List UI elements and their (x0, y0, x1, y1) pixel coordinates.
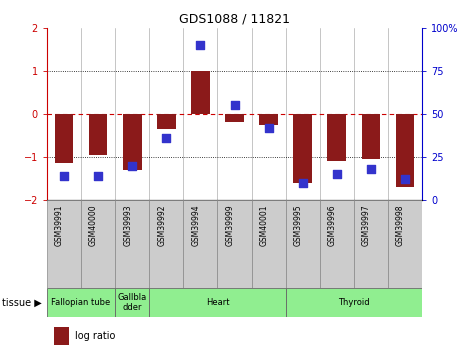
Bar (157, 114, 176, 129)
Title: GDS1088 / 11821: GDS1088 / 11821 (179, 12, 290, 25)
Bar (396, 114, 415, 187)
Bar (293, 114, 312, 183)
Bar (327, 114, 346, 161)
Text: Thyroid: Thyroid (338, 298, 370, 307)
FancyBboxPatch shape (47, 288, 115, 317)
Text: GSM39999: GSM39999 (226, 205, 234, 246)
FancyBboxPatch shape (354, 200, 388, 288)
Point (333, 171, 340, 177)
Text: log ratio: log ratio (75, 331, 115, 341)
FancyBboxPatch shape (286, 288, 422, 317)
Point (367, 166, 375, 172)
Point (94, 173, 102, 179)
Text: tissue ▶: tissue ▶ (2, 298, 42, 308)
Text: GSM39993: GSM39993 (123, 205, 132, 246)
FancyBboxPatch shape (286, 200, 320, 288)
Text: GSM39996: GSM39996 (328, 205, 337, 246)
FancyBboxPatch shape (81, 200, 115, 288)
Point (60, 173, 68, 179)
Bar (191, 71, 210, 114)
FancyBboxPatch shape (115, 200, 149, 288)
Bar (225, 114, 244, 122)
FancyBboxPatch shape (320, 200, 354, 288)
Point (163, 135, 170, 141)
Text: Fallopian tube: Fallopian tube (52, 298, 111, 307)
Text: GSM39998: GSM39998 (396, 205, 405, 246)
FancyBboxPatch shape (218, 200, 251, 288)
Bar (54, 327, 69, 345)
Point (231, 102, 238, 108)
Point (401, 177, 409, 182)
Text: GSM39992: GSM39992 (157, 205, 166, 246)
Text: GSM39997: GSM39997 (362, 205, 371, 246)
Point (265, 125, 272, 130)
Bar (362, 114, 380, 159)
Bar (123, 114, 142, 170)
Point (129, 163, 136, 168)
Bar (259, 114, 278, 125)
FancyBboxPatch shape (115, 288, 149, 317)
Text: GSM40001: GSM40001 (260, 205, 269, 246)
Point (197, 42, 204, 48)
Point (299, 180, 306, 186)
Bar (54, 114, 73, 164)
Text: GSM39995: GSM39995 (294, 205, 303, 246)
FancyBboxPatch shape (251, 200, 286, 288)
FancyBboxPatch shape (149, 288, 286, 317)
Text: Gallbla
dder: Gallbla dder (118, 293, 147, 313)
Text: GSM39991: GSM39991 (55, 205, 64, 246)
Bar (89, 114, 107, 155)
FancyBboxPatch shape (149, 200, 183, 288)
FancyBboxPatch shape (388, 200, 422, 288)
FancyBboxPatch shape (47, 200, 81, 288)
Text: GSM40000: GSM40000 (89, 205, 98, 246)
Text: GSM39994: GSM39994 (191, 205, 200, 246)
Text: Heart: Heart (206, 298, 229, 307)
FancyBboxPatch shape (183, 200, 218, 288)
